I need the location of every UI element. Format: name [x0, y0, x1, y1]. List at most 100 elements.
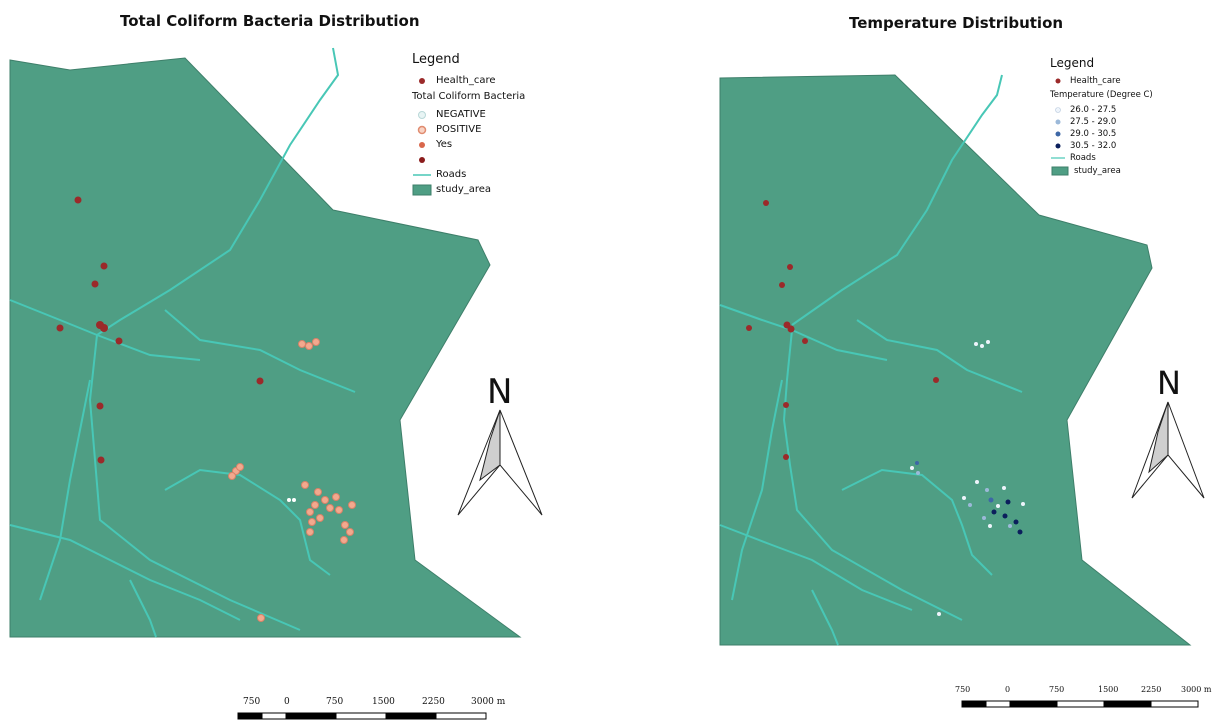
temperature-samples [910, 340, 1025, 616]
health-care-points [56, 196, 264, 464]
map-legend: Legend Health_care Total Coliform Bacter… [412, 52, 525, 197]
temp-sample-point [996, 504, 1000, 508]
legend-item-temp-26-27: 26.0 - 27.5 [1050, 104, 1153, 116]
temp-sample-point [1017, 529, 1023, 535]
health-care-point [91, 280, 99, 288]
health-care-point [779, 282, 785, 288]
scale-label: 750 [326, 697, 344, 707]
positive-sample-point [326, 504, 334, 512]
temp-sample-point [1013, 519, 1019, 525]
scale-label: 750 [243, 697, 261, 707]
legend-title: Legend [412, 52, 460, 67]
health-care-point [100, 262, 108, 270]
temperature-map-panel: Temperature Distribution N Legend Health… [612, 0, 1223, 724]
health-care-point [115, 337, 123, 345]
north-arrow [1131, 401, 1205, 499]
scale-label: 1500 [1098, 685, 1119, 694]
legend-item-unlabeled [412, 152, 525, 167]
temp-sample-point [975, 480, 979, 484]
scale-label: 1500 [372, 697, 395, 707]
temp-sample-point [915, 461, 919, 465]
temp-sample-point [1005, 499, 1011, 505]
positive-sample-point [305, 342, 313, 350]
temp-sample-point [985, 488, 989, 492]
scale-label: 3000 m [471, 697, 506, 707]
temp-sample-point [1002, 486, 1006, 490]
scale-label: 0 [284, 697, 290, 707]
legend-item-roads: Roads [413, 169, 467, 180]
positive-sample-point [321, 496, 329, 504]
scale-label: 2250 [1141, 685, 1162, 694]
temp-sample-point [982, 516, 986, 520]
positive-sample-point [257, 614, 265, 622]
legend-item-health-care: Health_care [412, 73, 525, 88]
coliform-map-panel: Total Coliform Bacteria Distribution N L… [0, 0, 600, 724]
scale-label: 750 [955, 685, 971, 694]
temp-sample-point [910, 466, 914, 470]
health-care-point [56, 324, 64, 332]
temp-sample-point [968, 503, 972, 507]
positive-samples [228, 338, 356, 622]
legend-subheading: Temperature (Degree C) [1050, 89, 1153, 100]
legend-item-temp-29-30: 29.0 - 30.5 [1050, 128, 1153, 140]
legend-item-study-area: study_area [1050, 164, 1153, 177]
positive-sample-point [301, 481, 309, 489]
legend-item-study-area: study_area [412, 182, 525, 197]
health-care-point [787, 264, 793, 270]
legend-item-health-care: Health_care [1050, 74, 1153, 87]
roads-layer [9, 47, 356, 638]
scale-bar [237, 712, 487, 720]
positive-sample-point [348, 501, 356, 509]
map-legend: Legend Health_care Temperature (Degree C… [1050, 56, 1153, 177]
scale-label: 0 [1005, 685, 1011, 694]
north-arrow [457, 409, 543, 516]
legend-item-negative: NEGATIVE [412, 107, 525, 122]
legend-title: Legend [1050, 56, 1095, 70]
positive-sample-point [316, 514, 324, 522]
positive-sample-point [311, 501, 319, 509]
positive-sample-point [332, 493, 340, 501]
positive-sample-point [335, 506, 343, 514]
negative-sample-point [287, 498, 291, 502]
health-care-point [933, 377, 939, 383]
temp-sample-point [988, 497, 994, 503]
positive-sample-point [306, 528, 314, 536]
negative-samples [287, 498, 296, 502]
positive-sample-point [306, 508, 314, 516]
temp-sample-point [962, 496, 966, 500]
temp-sample-point [988, 524, 992, 528]
health-care-point [96, 402, 104, 410]
roads-layer [719, 74, 1023, 646]
legend-item-yes: Yes [412, 137, 525, 152]
temp-sample-point [916, 471, 920, 475]
scale-bar [961, 700, 1199, 708]
study-area-polygon [9, 57, 522, 638]
legend-item-roads: Roads [1051, 153, 1096, 163]
scale-label: 750 [1049, 685, 1065, 694]
north-label: N [487, 372, 513, 412]
positive-sample-point [314, 488, 322, 496]
health-care-point [256, 377, 264, 385]
positive-sample-point [341, 521, 349, 529]
temp-sample-point [1002, 513, 1008, 519]
health-care-point [97, 456, 105, 464]
health-care-point [783, 454, 789, 460]
legend-subheading: Total Coliform Bacteria [412, 91, 526, 102]
health-care-point [74, 196, 82, 204]
positive-sample-point [228, 472, 236, 480]
scale-label: 3000 m [1181, 685, 1212, 694]
temp-sample-point [1008, 524, 1012, 528]
health-care-point [787, 325, 795, 333]
legend-item-temp-27-29: 27.5 - 29.0 [1050, 116, 1153, 128]
positive-sample-point [340, 536, 348, 544]
study-area-polygon [719, 74, 1192, 646]
health-care-point [802, 338, 808, 344]
coliform-map-canvas [9, 47, 543, 720]
temp-sample-point [937, 612, 941, 616]
temp-sample-point [986, 340, 990, 344]
positive-sample-point [312, 338, 320, 346]
map-title: Temperature Distribution [849, 14, 1064, 32]
map-title: Total Coliform Bacteria Distribution [120, 12, 420, 30]
positive-sample-point [308, 518, 316, 526]
health-care-point [746, 325, 752, 331]
